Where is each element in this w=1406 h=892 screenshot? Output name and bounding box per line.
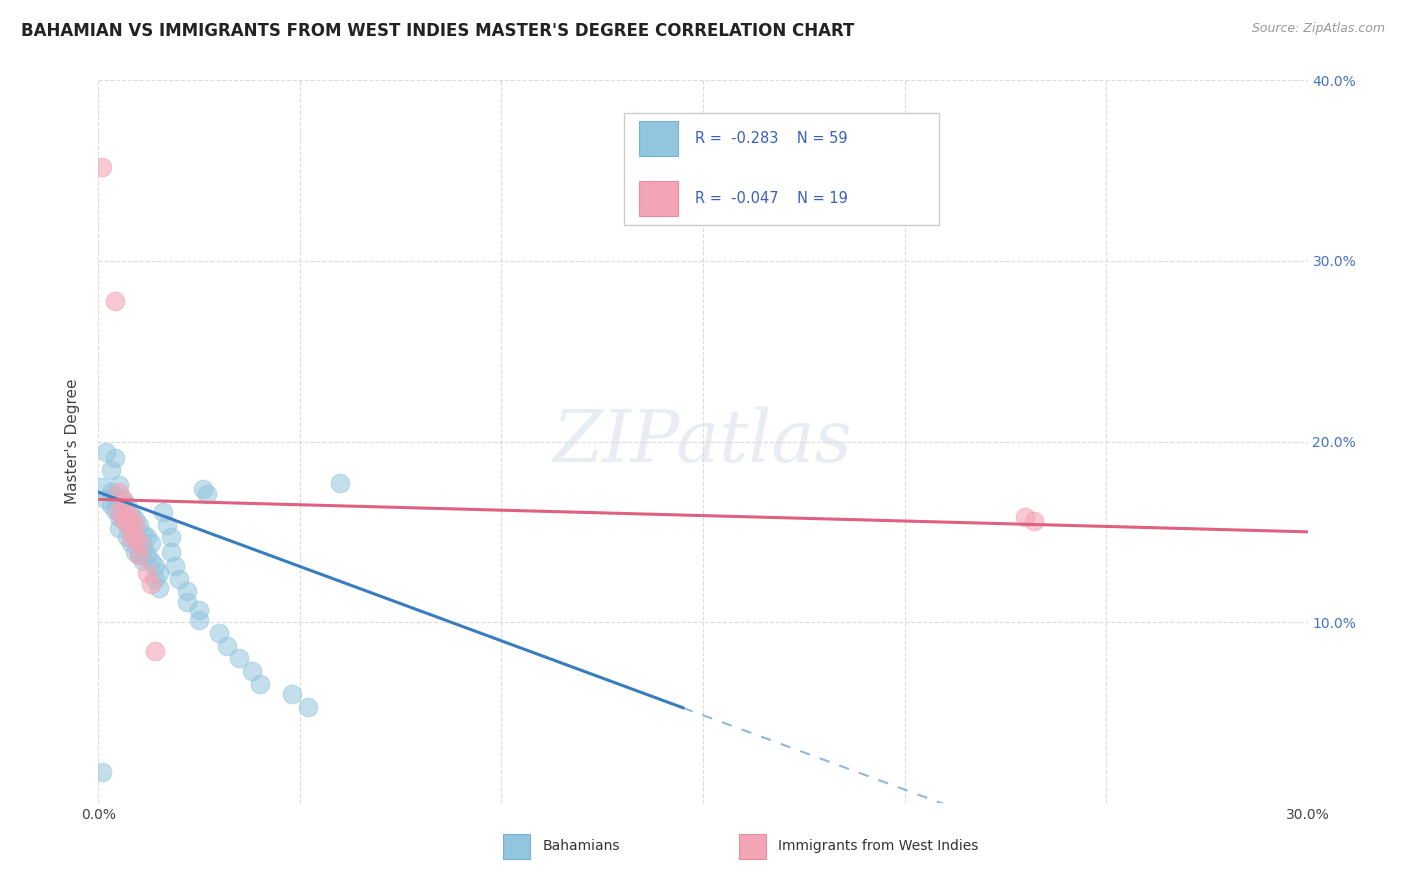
Text: BAHAMIAN VS IMMIGRANTS FROM WEST INDIES MASTER'S DEGREE CORRELATION CHART: BAHAMIAN VS IMMIGRANTS FROM WEST INDIES …: [21, 22, 855, 40]
Point: [107, 521, 129, 535]
Point: [188, 602, 211, 616]
Point: [115, 530, 138, 544]
Point: [132, 541, 155, 555]
Point: [120, 507, 142, 521]
Y-axis label: Master's Degree: Master's Degree: [65, 379, 80, 504]
Point: [124, 512, 146, 526]
Point: [111, 512, 134, 526]
Point: [152, 505, 174, 519]
Point: [143, 644, 166, 658]
Text: Bahamians: Bahamians: [543, 839, 620, 853]
Point: [120, 523, 142, 537]
Point: [107, 485, 129, 500]
Point: [135, 566, 157, 581]
Point: [143, 559, 166, 574]
Point: [107, 510, 129, 524]
Point: [111, 505, 134, 519]
Text: R =  -0.047    N = 19: R = -0.047 N = 19: [695, 191, 848, 206]
FancyBboxPatch shape: [624, 112, 939, 225]
Point: [120, 530, 142, 544]
Bar: [740, 833, 766, 859]
Point: [176, 584, 198, 599]
Point: [91, 765, 114, 780]
Point: [107, 478, 129, 492]
Text: ZIPatlas: ZIPatlas: [553, 406, 853, 477]
Point: [107, 505, 129, 519]
Point: [160, 545, 183, 559]
Point: [139, 577, 162, 591]
Point: [124, 517, 146, 532]
Point: [91, 160, 114, 174]
Point: [1022, 514, 1045, 528]
Point: [148, 581, 170, 595]
Point: [240, 664, 263, 678]
Point: [1014, 510, 1036, 524]
Point: [139, 554, 162, 568]
Text: R =  -0.283    N = 59: R = -0.283 N = 59: [695, 131, 848, 146]
Point: [329, 476, 352, 491]
Point: [124, 530, 146, 544]
Point: [115, 516, 138, 530]
Point: [100, 463, 122, 477]
Point: [217, 639, 239, 653]
Point: [156, 517, 179, 532]
Point: [163, 559, 186, 574]
Point: [124, 530, 146, 544]
Point: [120, 535, 142, 549]
Point: [124, 545, 146, 559]
Point: [139, 535, 162, 549]
Point: [96, 492, 118, 507]
Point: [103, 293, 125, 308]
Point: [111, 512, 134, 526]
Point: [128, 549, 150, 563]
Point: [281, 687, 304, 701]
Point: [132, 526, 155, 541]
Point: [228, 651, 250, 665]
Text: Immigrants from West Indies: Immigrants from West Indies: [778, 839, 979, 853]
Text: Source: ZipAtlas.com: Source: ZipAtlas.com: [1251, 22, 1385, 36]
Point: [91, 480, 114, 494]
Point: [128, 549, 150, 563]
Point: [128, 535, 150, 549]
Point: [167, 572, 190, 586]
Bar: [638, 121, 678, 156]
Point: [249, 676, 271, 690]
Point: [115, 505, 138, 519]
Point: [160, 530, 183, 544]
Point: [193, 482, 215, 496]
Point: [100, 498, 122, 512]
Point: [103, 450, 125, 465]
Point: [297, 700, 319, 714]
Point: [115, 498, 138, 512]
Point: [103, 503, 125, 517]
Point: [135, 530, 157, 544]
Point: [115, 517, 138, 532]
Bar: [503, 833, 530, 859]
Bar: [638, 181, 678, 216]
Point: [96, 445, 118, 459]
Point: [195, 487, 218, 501]
Point: [128, 517, 150, 532]
Point: [143, 572, 166, 586]
Point: [148, 566, 170, 581]
Point: [188, 613, 211, 627]
Point: [176, 595, 198, 609]
Point: [132, 554, 155, 568]
Point: [135, 549, 157, 563]
Point: [208, 626, 231, 640]
Point: [120, 512, 142, 526]
Point: [100, 485, 122, 500]
Point: [111, 494, 134, 508]
Point: [128, 535, 150, 549]
Point: [103, 489, 125, 503]
Point: [111, 492, 134, 507]
